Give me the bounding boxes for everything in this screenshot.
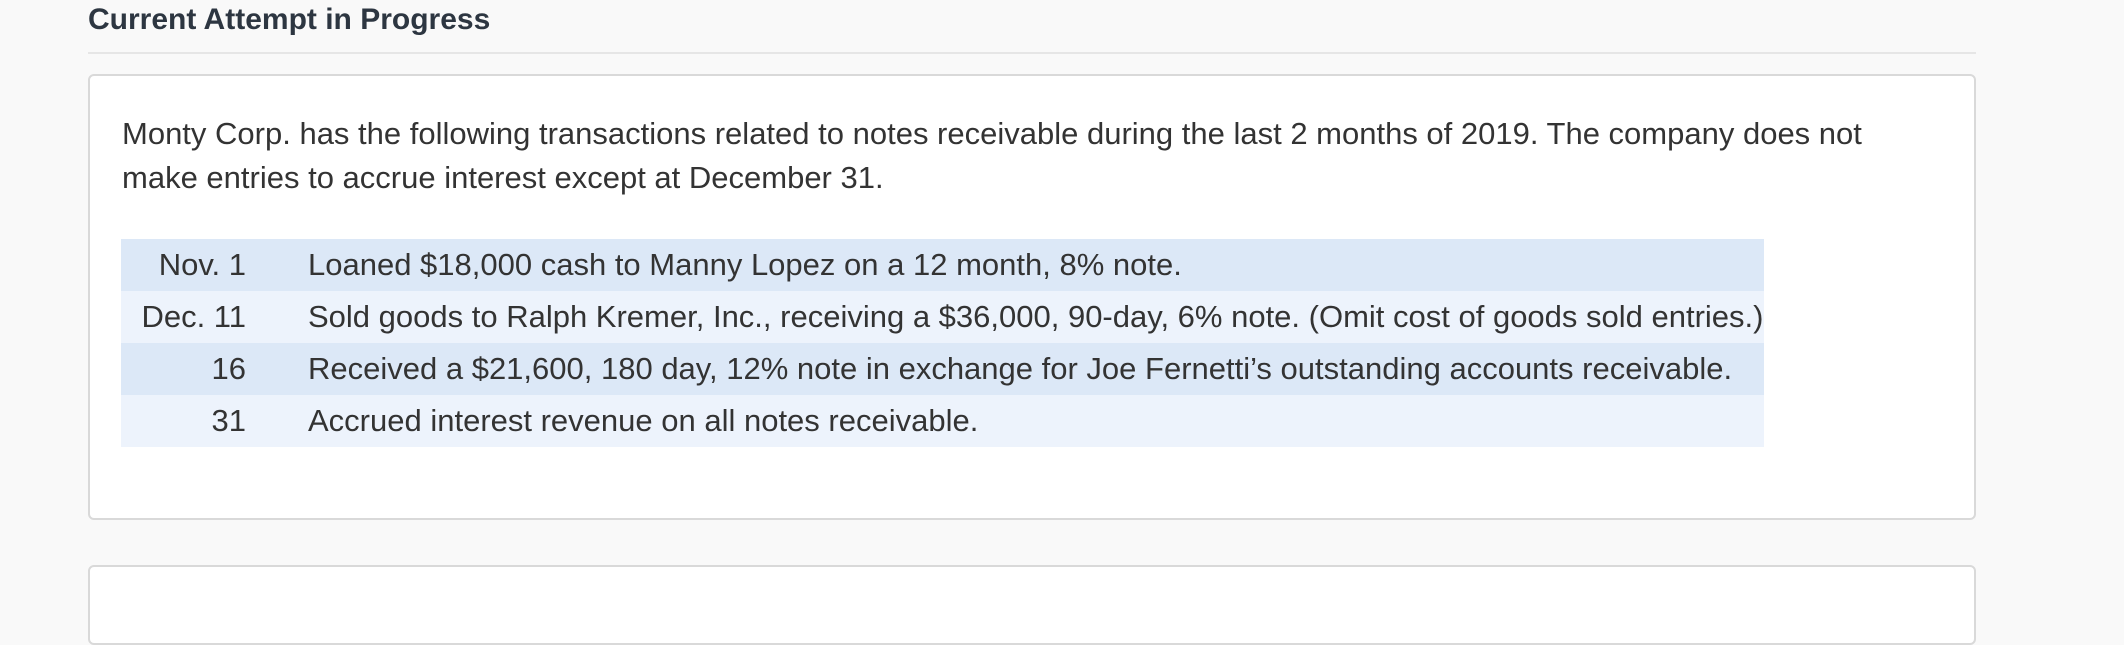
attempt-status-heading: Current Attempt in Progress: [88, 0, 1976, 54]
transaction-date: 16: [121, 343, 246, 395]
next-question-card: [88, 565, 1976, 645]
table-row: Dec. 11 Sold goods to Ralph Kremer, Inc.…: [121, 291, 1764, 343]
question-prompt: Monty Corp. has the following transactio…: [122, 116, 1862, 195]
transaction-description: Loaned $18,000 cash to Manny Lopez on a …: [246, 239, 1764, 291]
page-content: Current Attempt in Progress Monty Corp. …: [88, 0, 1976, 645]
transaction-description: Received a $21,600, 180 day, 12% note in…: [246, 343, 1764, 395]
transactions-table: Nov. 1 Loaned $18,000 cash to Manny Lope…: [121, 239, 1764, 447]
transaction-date: Nov. 1: [121, 239, 246, 291]
transaction-description: Sold goods to Ralph Kremer, Inc., receiv…: [246, 291, 1764, 343]
transaction-date: Dec. 11: [121, 291, 246, 343]
transaction-date: 31: [121, 395, 246, 447]
transaction-description: Accrued interest revenue on all notes re…: [246, 395, 1764, 447]
table-row: Nov. 1 Loaned $18,000 cash to Manny Lope…: [121, 239, 1764, 291]
question-card: Monty Corp. has the following transactio…: [88, 74, 1976, 520]
table-row: 31 Accrued interest revenue on all notes…: [121, 395, 1764, 447]
table-row: 16 Received a $21,600, 180 day, 12% note…: [121, 343, 1764, 395]
